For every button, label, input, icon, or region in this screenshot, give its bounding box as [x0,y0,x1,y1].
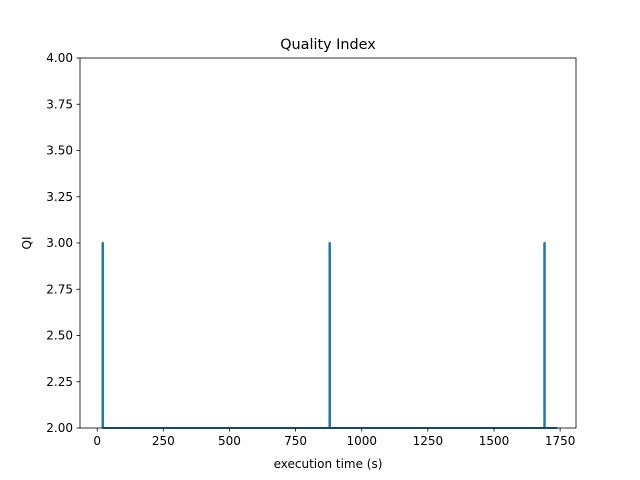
x-tick-label: 1250 [413,434,444,448]
y-tick-label: 2.00 [46,421,73,435]
x-tick-label: 1750 [545,434,576,448]
y-tick-label: 2.75 [46,282,73,296]
x-tick-label: 0 [93,434,101,448]
y-tick-label: 3.00 [46,236,73,250]
series-layer [101,242,558,429]
y-tick-label: 4.00 [46,51,73,65]
chart-title: Quality Index [280,37,376,53]
series-line-0 [101,242,558,429]
x-tick-label: 750 [284,434,307,448]
y-tick-label: 3.75 [46,97,73,111]
y-axis-ticks: 2.00 2.25 2.50 2.75 3.00 3.25 3.50 3.75 4.00 [46,51,80,435]
y-tick-label: 2.25 [46,375,73,389]
x-axis-ticks: 0 250 500 750 1000 1250 1500 1750 [93,428,575,448]
x-tick-label: 1500 [479,434,510,448]
y-tick-label: 2.50 [46,329,73,343]
y-tick-label: 3.25 [46,190,73,204]
y-axis-label: QI [20,237,34,250]
x-axis-label: execution time (s) [274,457,383,471]
x-tick-label: 500 [218,434,241,448]
y-tick-label: 3.50 [46,144,73,158]
plot-area [80,58,576,428]
x-tick-label: 250 [152,434,175,448]
x-tick-label: 1000 [346,434,377,448]
